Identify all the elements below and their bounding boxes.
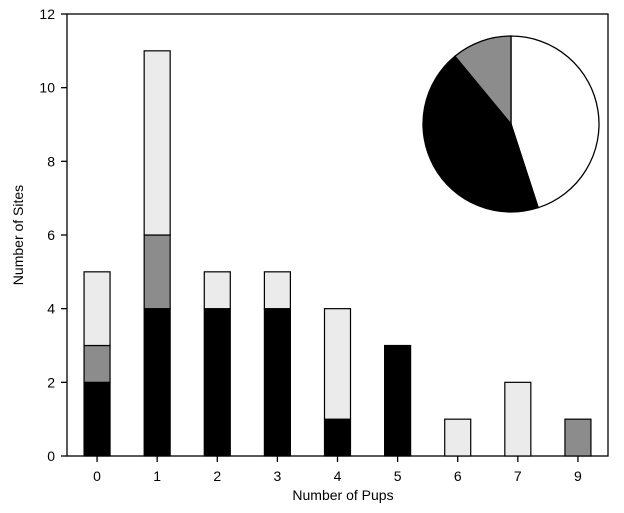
y-axis-label: Number of Sites — [10, 185, 26, 285]
y-tick-label: 0 — [47, 448, 55, 464]
x-tick-label: 9 — [574, 468, 582, 484]
y-tick-label: 4 — [47, 301, 55, 317]
y-tick-label: 12 — [39, 6, 55, 22]
bar-segment — [384, 344, 412, 457]
pie-slice — [510, 35, 600, 209]
y-tick-label: 6 — [47, 227, 55, 243]
x-tick-label: 0 — [93, 468, 101, 484]
x-tick-label: 4 — [334, 468, 342, 484]
pie-chart — [422, 35, 600, 213]
bar-segment — [263, 271, 291, 310]
bar-segment — [143, 234, 171, 310]
x-tick-label: 2 — [213, 468, 221, 484]
x-tick-label: 6 — [454, 468, 462, 484]
y-tick-label: 2 — [47, 374, 55, 390]
bar-segment — [143, 50, 171, 236]
bar-segment — [263, 308, 291, 457]
x-tick-label: 7 — [514, 468, 522, 484]
x-tick-label: 3 — [273, 468, 281, 484]
bar-segment — [203, 308, 231, 457]
bar-segment — [203, 271, 231, 310]
pie-slice — [422, 55, 540, 213]
y-tick-label: 10 — [39, 80, 55, 96]
bar-segment — [323, 308, 352, 420]
x-tick-label: 5 — [394, 468, 402, 484]
x-axis-label: Number of Pups — [292, 487, 393, 503]
y-tick-label: 8 — [47, 153, 55, 169]
bar-segment — [83, 381, 111, 457]
bar-segment — [323, 418, 352, 457]
bar-segment — [564, 418, 592, 457]
bar-segment — [83, 344, 111, 383]
bar-segment — [143, 308, 171, 457]
x-tick-label: 1 — [153, 468, 161, 484]
bar-segment — [444, 418, 472, 457]
pie-slice — [453, 35, 512, 126]
bar-segment — [83, 271, 111, 347]
bar-segment — [504, 381, 532, 457]
